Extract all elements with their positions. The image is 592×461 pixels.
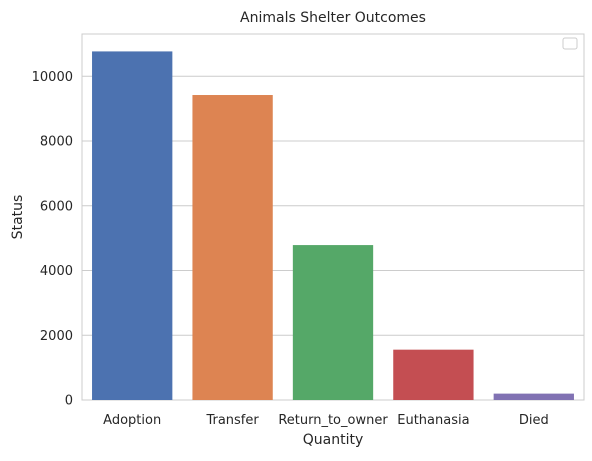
y-tick-label: 4000 [40,264,73,279]
y-tick-label: 6000 [40,199,73,214]
bars [92,51,574,401]
bar-euthanasia [393,349,474,400]
x-tick-label: Return_to_owner [278,413,388,428]
y-tick-label: 2000 [40,329,73,344]
y-axis-label: Status [10,195,26,240]
x-axis-label: Quantity [303,432,364,448]
y-tick-label: 10000 [32,70,73,85]
y-tick-label: 8000 [40,135,73,150]
bar-transfer [192,95,273,401]
x-tick-label: Transfer [205,413,259,428]
bar-adoption [92,51,173,400]
chart-title: Animals Shelter Outcomes [240,10,426,26]
y-tick-label: 0 [65,394,73,409]
x-tick-label: Died [519,413,549,428]
x-tick-label: Adoption [103,413,161,428]
x-tick-labels: Adoption Transfer Return_to_owner Euthanasi… [103,413,549,428]
bar-died [493,393,574,400]
y-tick-labels: 0 2000 4000 6000 8000 10000 [32,70,73,409]
x-tick-label: Euthanasia [397,413,469,428]
legend-box [562,37,578,50]
bar-return-to-owner [292,245,374,400]
